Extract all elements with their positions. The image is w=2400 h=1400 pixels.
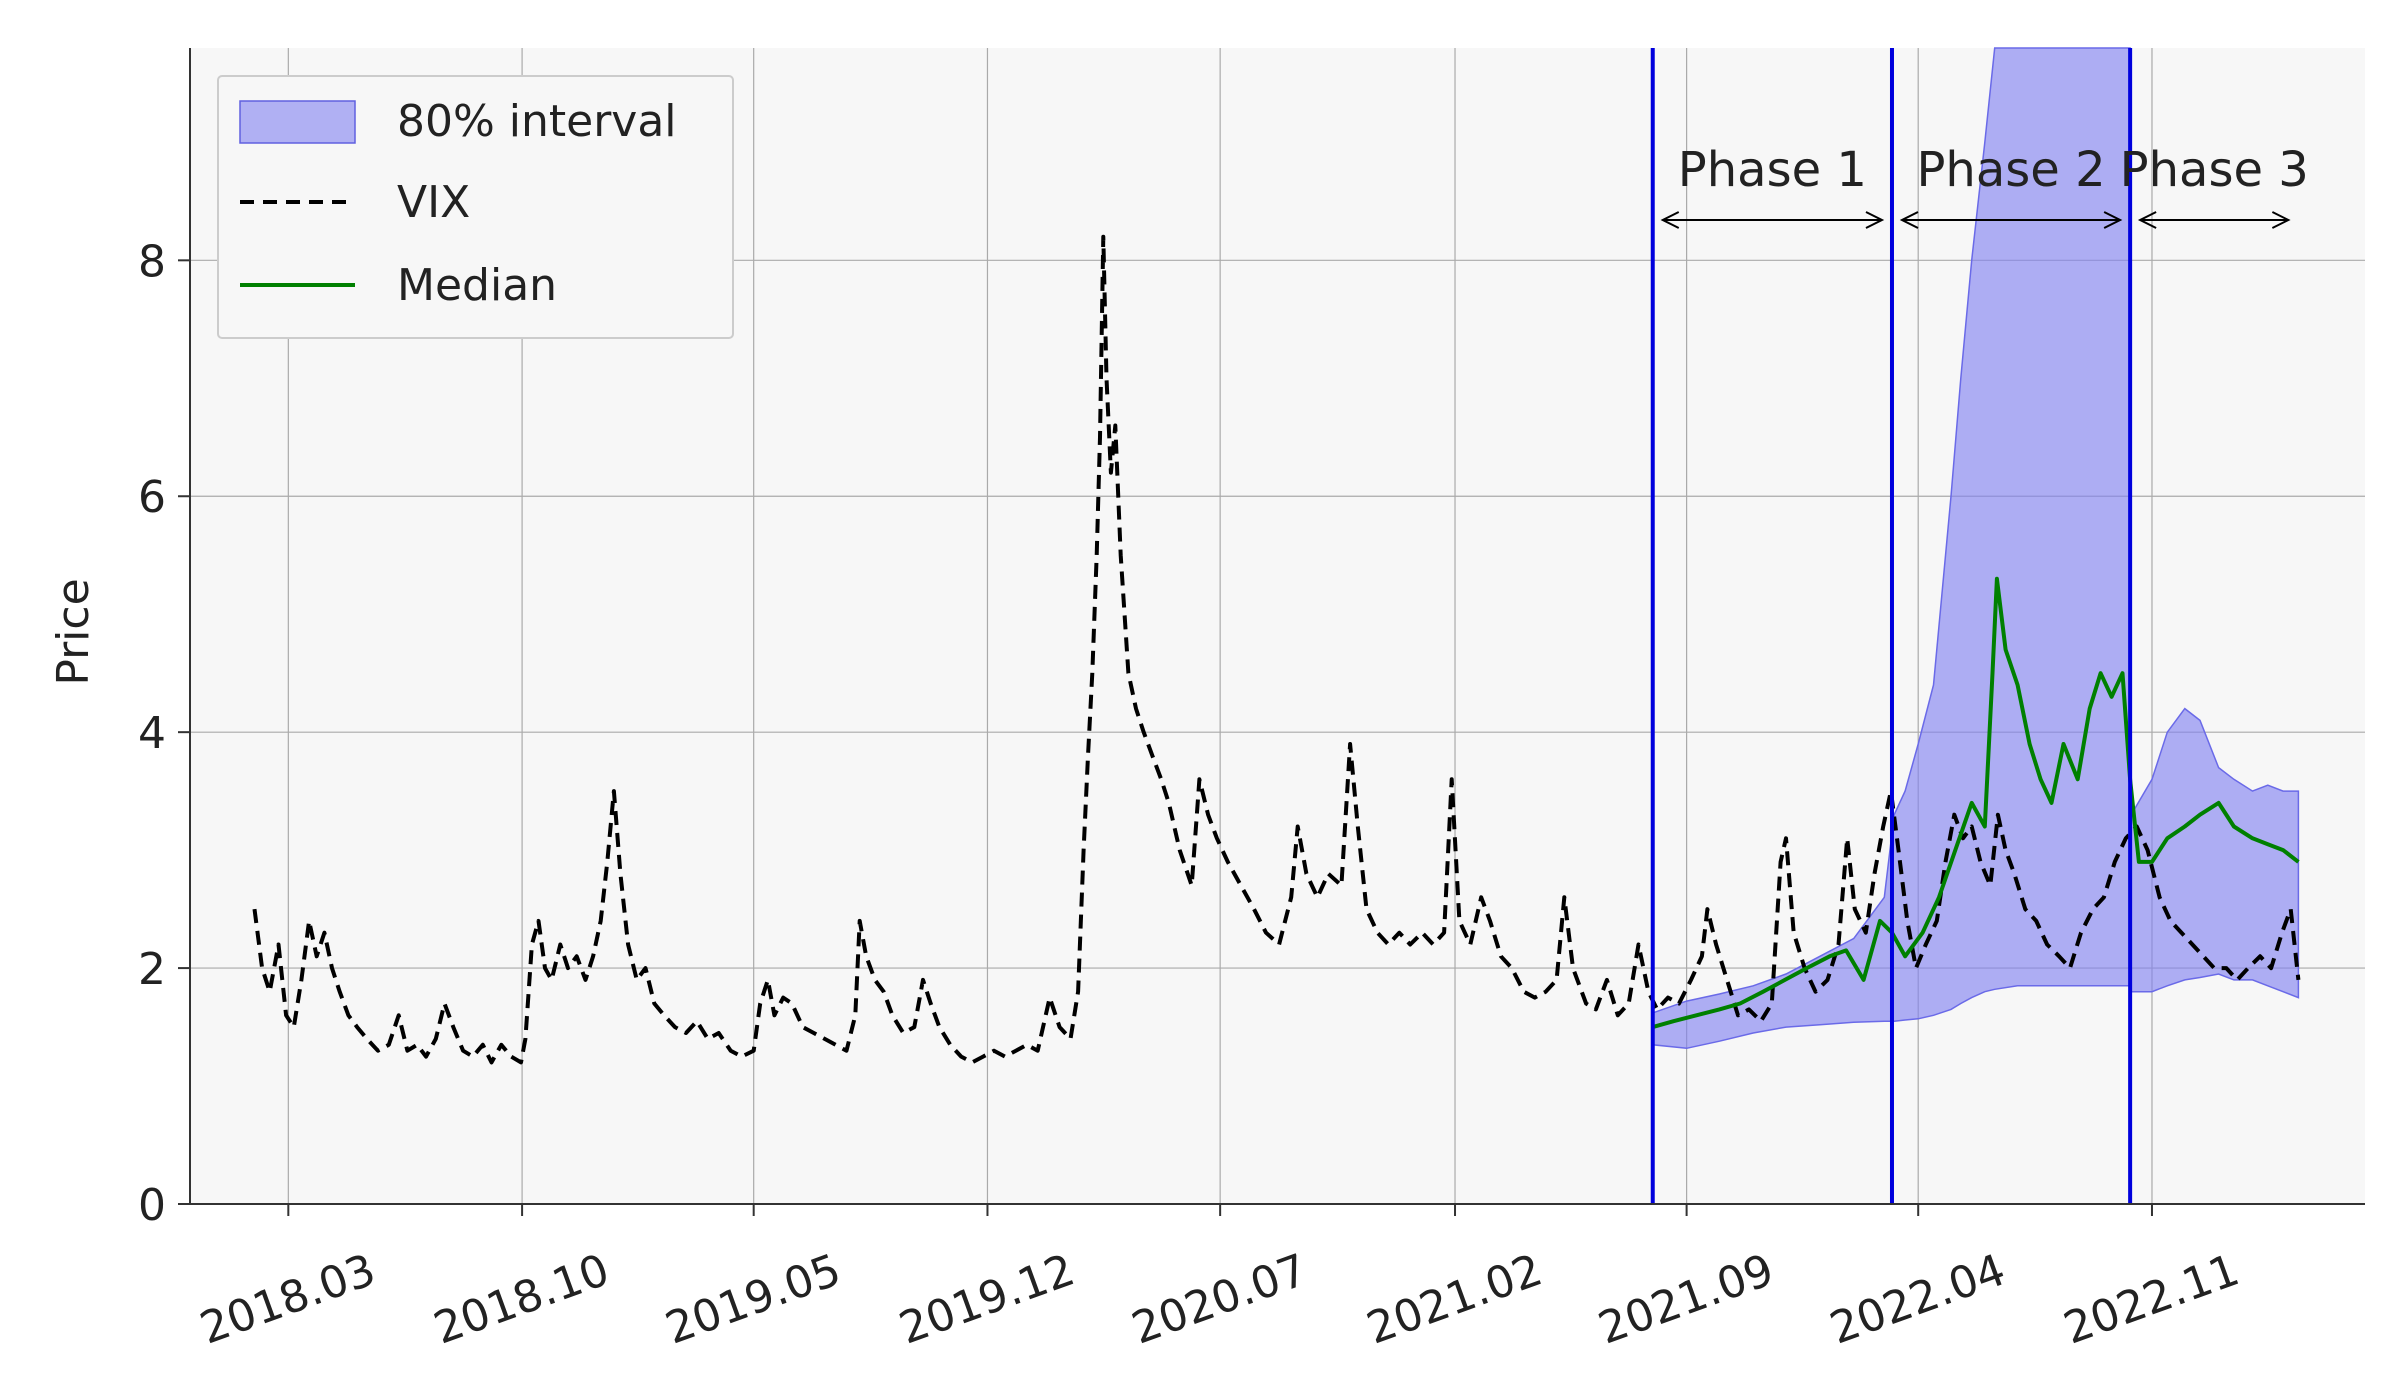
interval-area (1651, 47, 2300, 1050)
legend-vix-label: VIX (397, 177, 470, 228)
phase-arrowhead-left (1660, 211, 1680, 229)
phase-arrowhead-right (1865, 211, 1885, 229)
median-line (1652, 576, 2300, 1030)
phase-arrowhead-left (1899, 211, 1919, 229)
legend-median-label: Median (397, 260, 557, 311)
legend-interval-label: 80% interval (397, 96, 677, 147)
y-tick-label: 0 (138, 1180, 166, 1231)
median-series (1652, 576, 2300, 1030)
y-axis-label: Price (48, 578, 99, 685)
phase-arrowhead-left (2137, 211, 2157, 229)
axes (189, 48, 2365, 1205)
y-tick-label: 4 (138, 708, 166, 759)
phase-arrowhead-right (2271, 211, 2291, 229)
legend: 80% interval VIX Median (217, 75, 734, 339)
phase-label: Phase 3 (2120, 142, 2309, 198)
interval-band (1651, 47, 2300, 1050)
phase-boundaries (1650, 48, 2133, 1204)
y-tick-label: 2 (138, 944, 166, 995)
y-tick-label: 6 (138, 472, 166, 523)
phase-label: Phase 2 (1916, 142, 2105, 198)
phase-label: Phase 1 (1678, 142, 1867, 198)
phase-arrowhead-right (2103, 211, 2123, 229)
legend-interval-swatch (239, 100, 356, 144)
y-tick-label: 8 (138, 236, 166, 287)
y-ticks: 0 2 4 6 8 (138, 236, 190, 1231)
phase-annotations: Phase 1 Phase 2 Phase 3 (1660, 142, 2309, 229)
